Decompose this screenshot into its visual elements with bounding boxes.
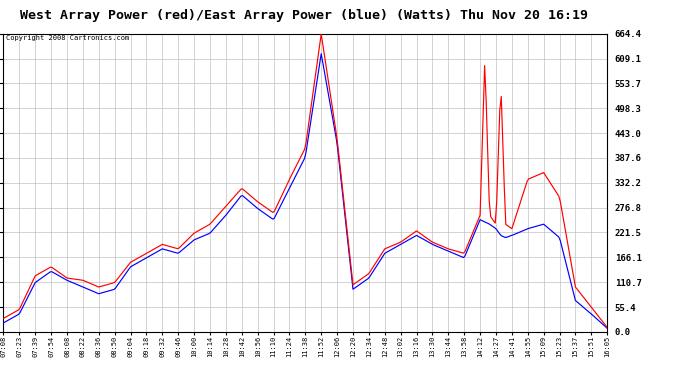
Text: Copyright 2008 Cartronics.com: Copyright 2008 Cartronics.com (6, 35, 130, 41)
Text: West Array Power (red)/East Array Power (blue) (Watts) Thu Nov 20 16:19: West Array Power (red)/East Array Power … (19, 9, 588, 22)
